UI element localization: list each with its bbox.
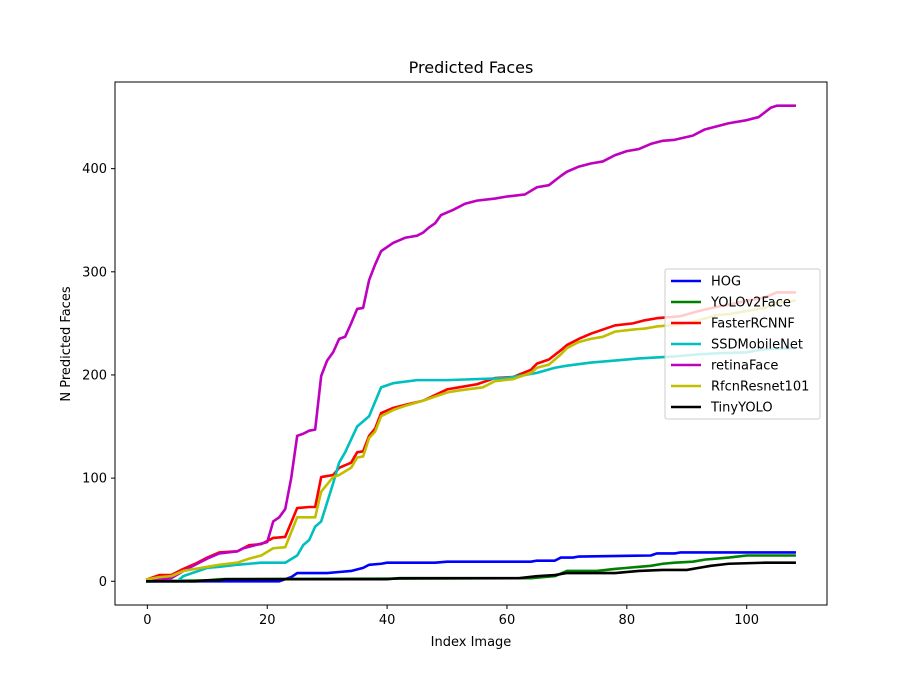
chart-title: Predicted Faces	[409, 58, 534, 77]
series-line-retinaface	[145, 104, 796, 583]
plot-area-frame	[114, 81, 828, 606]
legend-label-yolov2face: YOLOv2Face	[710, 296, 791, 311]
series-line-tinyyolo	[146, 561, 796, 583]
x-tick-label: 100	[734, 613, 759, 628]
legend-label-retinaface: retinaFace	[711, 359, 778, 374]
legend-label-rfcnresnet101: RfcnResnet101	[711, 380, 809, 395]
series-line-hog	[146, 551, 796, 583]
legend-label-fasterrcnnf: FasterRCNNF	[711, 317, 795, 332]
y-tick-label: 400	[82, 162, 107, 177]
legend-label-tinyyolo: TinyYOLO	[710, 401, 773, 416]
x-axis-ticks: 0 20 40 60 80 100	[143, 605, 759, 628]
y-tick-label: 100	[82, 472, 107, 487]
legend: HOG YOLOv2Face FasterRCNNF SSDMobileNet reti…	[664, 268, 821, 420]
x-tick-label: 60	[499, 613, 516, 628]
y-axis-title: N Predicted Faces	[59, 286, 74, 401]
series-line-ssdmobilenet	[146, 346, 796, 583]
legend-label-ssdmobilenet: SSDMobileNet	[711, 338, 803, 353]
x-tick-label: 0	[143, 613, 151, 628]
y-tick-label: 0	[99, 575, 107, 590]
y-tick-label: 200	[82, 368, 107, 383]
x-axis-title: Index Image	[431, 635, 512, 650]
series-layer	[145, 104, 797, 583]
x-tick-label: 20	[259, 613, 276, 628]
series-line-rfcnresnet101	[145, 299, 797, 581]
x-tick-label: 80	[619, 613, 636, 628]
legend-label-hog: HOG	[711, 275, 741, 290]
legend-frame	[664, 268, 821, 420]
y-axis-ticks: 0 100 200 300 400	[82, 162, 115, 590]
y-tick-label: 300	[82, 265, 107, 280]
x-tick-label: 40	[379, 613, 396, 628]
